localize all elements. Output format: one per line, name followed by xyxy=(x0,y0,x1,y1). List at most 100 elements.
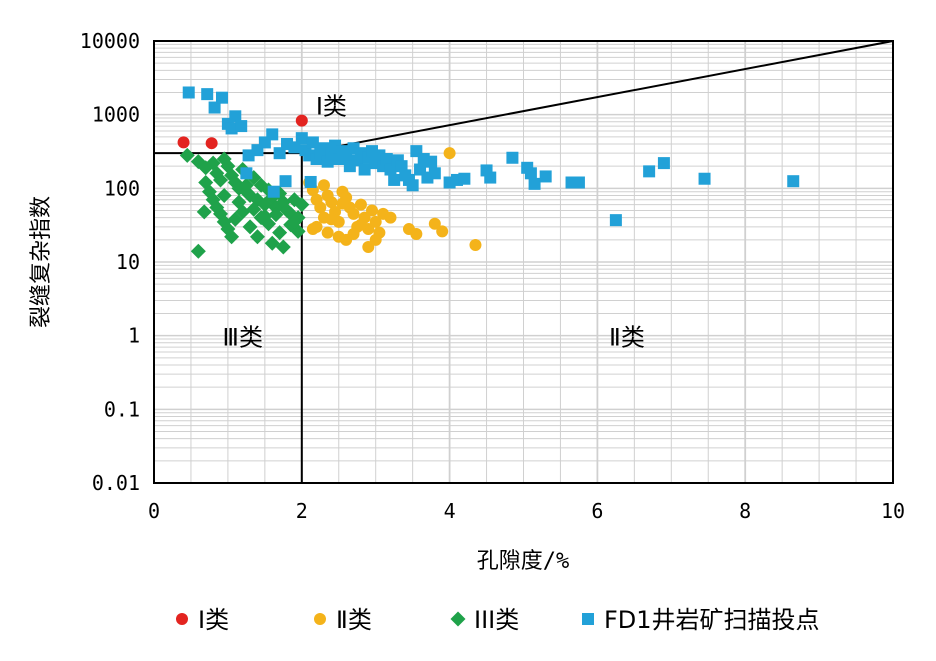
data-point xyxy=(428,167,441,180)
series-3 xyxy=(179,147,310,259)
legend-label: Ⅱ类 xyxy=(336,606,372,634)
data-point xyxy=(286,214,302,230)
data-point xyxy=(362,240,375,253)
data-point xyxy=(213,172,229,188)
data-point xyxy=(657,157,670,170)
data-point xyxy=(294,197,310,213)
legend: Ⅰ类 Ⅱ类 III类 FD1井岩矿扫描投点 xyxy=(176,606,820,634)
data-point xyxy=(268,207,284,223)
data-point xyxy=(306,136,319,149)
y-tick-label: 0.1 xyxy=(104,397,140,421)
data-point xyxy=(443,147,456,160)
plot-frame xyxy=(153,40,894,484)
data-point xyxy=(238,177,254,193)
legend-item: III类 xyxy=(450,606,519,634)
data-point xyxy=(288,141,301,154)
data-point xyxy=(235,120,248,133)
y-tick-label: 10 xyxy=(116,250,140,274)
x-axis-ticks: 0 2 4 6 8 10 xyxy=(148,499,905,523)
data-point xyxy=(295,132,308,145)
x-tick-label: 4 xyxy=(444,499,456,523)
legend-marker xyxy=(176,613,188,625)
data-point xyxy=(609,214,622,227)
x-tick-label: 8 xyxy=(739,499,751,523)
region-labels: Ⅰ类 Ⅲ类 Ⅱ类 xyxy=(222,92,644,351)
legend-item: Ⅰ类 xyxy=(176,606,229,634)
data-point xyxy=(388,173,401,186)
legend-item: Ⅱ类 xyxy=(314,606,372,634)
data-point xyxy=(469,239,482,252)
data-point xyxy=(224,229,240,245)
data-point xyxy=(395,160,408,173)
data-point xyxy=(436,225,449,238)
x-tick-label: 6 xyxy=(591,499,603,523)
legend-label: FD1井岩矿扫描投点 xyxy=(604,606,820,634)
data-point xyxy=(304,175,317,188)
data-point xyxy=(410,227,423,240)
data-point xyxy=(229,110,242,123)
data-point xyxy=(275,239,291,255)
x-tick-label: 0 xyxy=(148,499,160,523)
data-point xyxy=(267,185,280,198)
data-point xyxy=(279,175,292,188)
region-label: Ⅲ类 xyxy=(222,323,263,351)
x-tick-label: 10 xyxy=(881,499,905,523)
data-point xyxy=(225,122,238,135)
grid xyxy=(154,41,893,484)
data-point xyxy=(384,163,397,176)
legend-marker xyxy=(450,611,466,627)
data-point xyxy=(205,137,218,150)
data-point xyxy=(179,147,195,163)
data-point xyxy=(246,201,262,217)
data-points xyxy=(177,86,800,259)
data-point xyxy=(273,147,286,160)
data-point xyxy=(240,167,253,180)
legend-marker xyxy=(314,613,326,625)
data-point xyxy=(216,187,232,203)
legend-marker xyxy=(582,613,594,625)
data-point xyxy=(354,198,367,211)
legend-label: III类 xyxy=(474,606,519,634)
data-point xyxy=(698,172,711,185)
boundary-diagonal xyxy=(301,40,894,155)
data-point xyxy=(201,88,214,101)
data-point xyxy=(787,175,800,188)
legend-label: Ⅰ类 xyxy=(198,606,229,634)
y-tick-label: 1000 xyxy=(92,103,140,127)
data-point xyxy=(242,219,258,235)
data-point xyxy=(366,204,379,217)
data-point xyxy=(272,225,288,241)
region-label: Ⅱ类 xyxy=(609,323,645,351)
data-point xyxy=(325,213,338,226)
data-point xyxy=(406,179,419,192)
data-point xyxy=(231,194,247,210)
data-point xyxy=(643,165,656,178)
data-point xyxy=(539,170,552,183)
data-point xyxy=(458,172,471,185)
data-point xyxy=(572,176,585,189)
data-point xyxy=(295,114,308,127)
data-point xyxy=(196,204,212,220)
y-axis-title: 裂缝复杂指数 xyxy=(29,196,54,328)
data-point xyxy=(358,163,371,176)
data-point xyxy=(177,136,190,149)
data-point xyxy=(336,197,349,210)
data-point xyxy=(182,86,195,99)
data-point xyxy=(425,155,438,168)
data-point xyxy=(317,179,330,192)
y-tick-label: 0.01 xyxy=(92,471,140,495)
data-point xyxy=(208,101,221,114)
series-2 xyxy=(303,147,482,253)
data-point xyxy=(354,218,367,231)
data-point xyxy=(253,210,269,226)
legend-item: FD1井岩矿扫描投点 xyxy=(582,606,820,634)
data-point xyxy=(306,223,319,236)
y-tick-label: 10000 xyxy=(80,29,140,53)
y-tick-label: 100 xyxy=(104,176,140,200)
data-point xyxy=(347,227,360,240)
data-point xyxy=(190,243,206,259)
data-point xyxy=(369,233,382,246)
data-point xyxy=(266,128,279,141)
data-point xyxy=(506,151,519,164)
